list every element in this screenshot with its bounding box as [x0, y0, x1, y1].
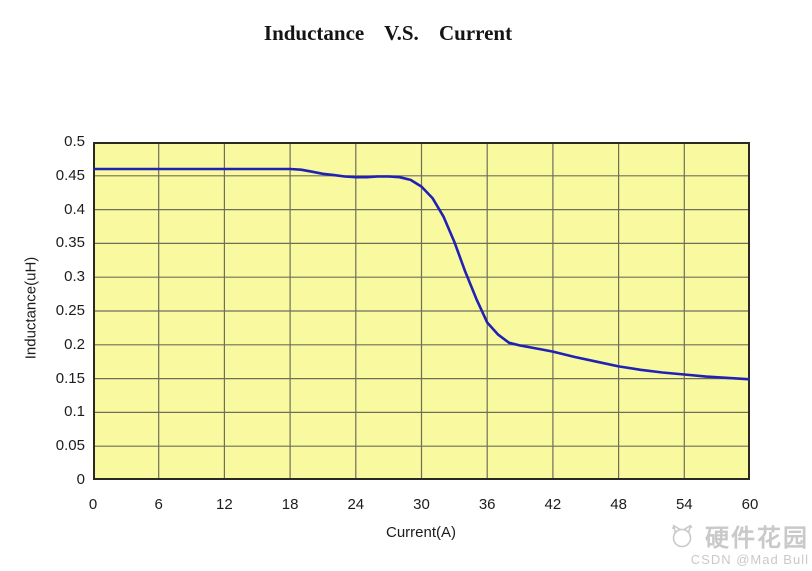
x-tick-label: 30 [413, 496, 430, 513]
curve-inductance [93, 167, 750, 381]
y-tick-label: 0 [76, 471, 85, 488]
x-tick-label: 36 [478, 496, 496, 513]
y-tick-label: 0.45 [55, 166, 85, 184]
y-tick-label: 0.15 [55, 369, 85, 387]
watermark-brand: 硬件花园 [705, 525, 809, 552]
y-tick-label: 0.05 [55, 437, 85, 455]
x-tick-label: 0 [88, 496, 98, 513]
x-tick-label: 54 [675, 496, 693, 513]
y-tick-label: 0.25 [55, 302, 85, 319]
y-tick-label: 0.4 [64, 200, 85, 218]
watermark-byline: CSDN @Mad Bull [690, 552, 809, 567]
x-tick-label: 24 [347, 496, 365, 513]
y-tick-label: 0.5 [64, 133, 85, 150]
y-tick-label: 0.1 [64, 403, 85, 421]
plot-border [93, 142, 750, 480]
y-tick-label: 0.35 [55, 234, 85, 252]
watermark: 硬件花园 CSDN @Mad Bull [665, 518, 809, 567]
y-tick-label: 0.3 [64, 268, 85, 286]
x-axis-title: Current(A) [385, 524, 457, 541]
x-tick-label: 12 [216, 496, 233, 513]
y-tick-label: 0.2 [64, 335, 85, 353]
chart-title: Inductance V.S. Current [263, 21, 513, 45]
watermark-brand-row: 硬件花园 [665, 518, 809, 553]
plot-area [93, 142, 750, 480]
cat-logo-icon [672, 524, 693, 547]
x-tick-label: 18 [281, 496, 299, 513]
x-tick-label: 60 [741, 496, 759, 513]
x-tick-label: 6 [154, 496, 163, 513]
x-tick-label: 48 [610, 496, 627, 513]
x-tick-label: 42 [544, 496, 562, 513]
